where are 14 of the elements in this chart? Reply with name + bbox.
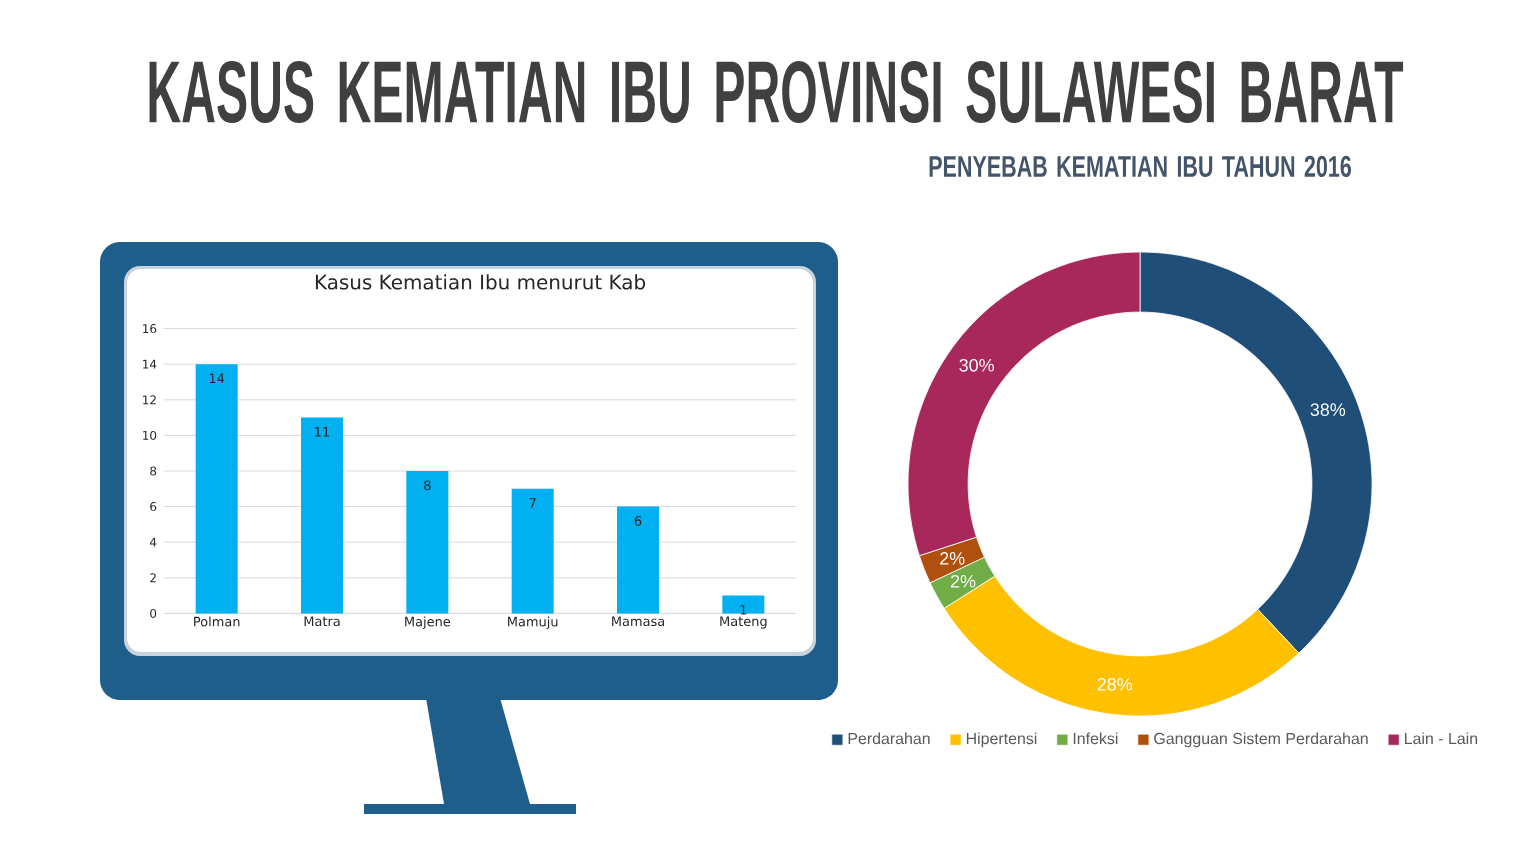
chart-title: PENYEBAB KEMATIAN IBU TAHUN 2016 bbox=[929, 155, 1352, 177]
data-label: 2% bbox=[951, 574, 976, 588]
data-label: 2% bbox=[940, 552, 965, 565]
data-label: 30% bbox=[959, 358, 994, 372]
text: KASUS KEMATIAN IBU PROVINSI SULAWESI BARAT bbox=[149, 60, 1404, 124]
chart-title: Kasus Kematian Ibu menurut Kab bbox=[315, 274, 646, 290]
bar bbox=[722, 595, 765, 614]
bar bbox=[195, 364, 238, 614]
data-label: 38% bbox=[1310, 403, 1346, 416]
bar bbox=[301, 417, 344, 614]
bar bbox=[511, 488, 554, 614]
data-label: 28% bbox=[1097, 677, 1133, 691]
bar bbox=[406, 471, 449, 614]
bar bbox=[617, 506, 660, 614]
